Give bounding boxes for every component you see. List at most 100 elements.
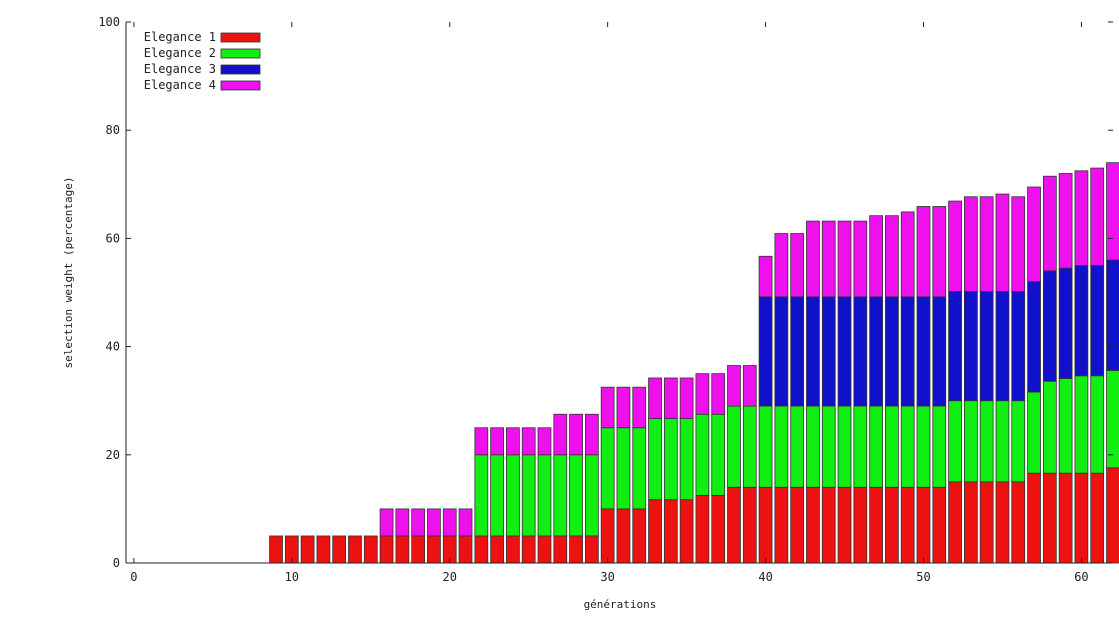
bar-elegance-4-45 — [837, 220, 852, 298]
bar-elegance-1-26 — [537, 535, 552, 564]
bar-elegance-3-54 — [979, 291, 994, 402]
bar-elegance-4-60 — [1074, 170, 1089, 266]
bar-elegance-1-29 — [584, 535, 599, 564]
y-tick-label: 100 — [98, 15, 120, 29]
x-tick-label: 10 — [285, 570, 299, 584]
x-tick-label: 30 — [600, 570, 614, 584]
bar-elegance-1-30 — [600, 508, 615, 564]
y-tick-label: 60 — [106, 231, 120, 245]
bar-elegance-4-38 — [727, 365, 741, 407]
bar-elegance-2-55 — [995, 400, 1010, 483]
bar-elegance-3-47 — [869, 296, 884, 407]
bar-elegance-2-53 — [964, 400, 978, 483]
bar-elegance-4-23 — [490, 427, 504, 456]
bar-elegance-1-50 — [916, 486, 931, 564]
bar-elegance-2-29 — [584, 454, 599, 537]
bar-elegance-4-24 — [506, 427, 520, 456]
bar-elegance-1-38 — [727, 486, 741, 564]
bar-elegance-2-39 — [742, 405, 757, 488]
bar-elegance-2-36 — [695, 413, 710, 496]
bar-elegance-3-59 — [1058, 267, 1073, 379]
bar-elegance-3-52 — [948, 291, 962, 402]
bar-elegance-1-35 — [679, 499, 694, 564]
bar-elegance-1-18 — [411, 535, 426, 564]
bar-elegance-4-57 — [1027, 186, 1041, 283]
bar-elegance-4-42 — [790, 233, 805, 298]
legend-swatch — [220, 80, 261, 91]
bar-elegance-1-11 — [300, 535, 315, 564]
bar-elegance-1-16 — [379, 535, 394, 564]
bar-elegance-1-34 — [663, 499, 678, 564]
bar-elegance-2-42 — [790, 405, 805, 488]
bar-elegance-1-17 — [395, 535, 410, 564]
bar-elegance-3-43 — [806, 296, 820, 407]
bar-elegance-4-55 — [995, 193, 1010, 292]
bar-elegance-2-51 — [932, 405, 947, 488]
bar-elegance-1-55 — [995, 481, 1010, 564]
bar-elegance-2-52 — [948, 400, 962, 483]
bar-elegance-3-50 — [916, 296, 931, 407]
bar-elegance-4-58 — [1042, 175, 1057, 272]
bar-elegance-3-41 — [774, 296, 789, 407]
bar-elegance-1-9 — [269, 535, 283, 564]
bar-elegance-4-27 — [553, 413, 568, 456]
bar-elegance-2-22 — [474, 454, 489, 537]
bar-elegance-4-32 — [632, 386, 647, 429]
bar-elegance-2-25 — [521, 454, 536, 537]
bar-elegance-1-28 — [569, 535, 583, 564]
bar-elegance-4-20 — [442, 508, 457, 537]
bar-elegance-2-37 — [711, 413, 726, 496]
bar-elegance-4-41 — [774, 233, 789, 298]
y-tick-label: 40 — [106, 340, 120, 354]
bar-elegance-1-14 — [348, 535, 362, 564]
bar-elegance-4-39 — [742, 365, 757, 407]
bar-elegance-4-62 — [1106, 162, 1119, 261]
bar-elegance-4-35 — [679, 377, 694, 419]
bar-elegance-4-51 — [932, 206, 947, 298]
bar-elegance-4-53 — [964, 196, 978, 292]
bar-elegance-4-43 — [806, 220, 820, 298]
bar-elegance-2-50 — [916, 405, 931, 488]
y-tick-label: 80 — [106, 123, 120, 137]
bar-elegance-4-22 — [474, 427, 489, 456]
bar-elegance-2-32 — [632, 427, 647, 510]
bar-elegance-2-46 — [853, 405, 868, 488]
bar-elegance-1-61 — [1090, 472, 1105, 564]
bar-elegance-3-48 — [885, 296, 899, 407]
bar-elegance-1-57 — [1027, 472, 1041, 564]
bar-elegance-1-27 — [553, 535, 568, 564]
bar-elegance-1-52 — [948, 481, 962, 564]
bar-elegance-4-34 — [663, 377, 678, 419]
legend-swatch — [220, 64, 261, 75]
x-tick-label: 20 — [443, 570, 457, 584]
bar-elegance-4-28 — [569, 413, 583, 456]
bar-elegance-2-62 — [1106, 369, 1119, 469]
bar-elegance-1-19 — [427, 535, 441, 564]
bar-elegance-2-49 — [900, 405, 915, 488]
bar-elegance-4-54 — [979, 196, 994, 292]
bar-elegance-1-59 — [1058, 472, 1073, 564]
bar-elegance-2-30 — [600, 427, 615, 510]
bar-elegance-4-48 — [885, 215, 899, 298]
bar-elegance-3-42 — [790, 296, 805, 407]
bar-elegance-1-45 — [837, 486, 852, 564]
bar-elegance-1-40 — [758, 486, 773, 564]
bar-elegance-1-15 — [363, 535, 378, 564]
ticks-layer: 0 10 20 30 40 50 60 0 20 40 60 80 100 — [98, 15, 1113, 584]
bar-elegance-3-53 — [964, 291, 978, 402]
bar-elegance-2-41 — [774, 405, 789, 488]
bar-elegance-4-19 — [427, 508, 441, 537]
bar-elegance-1-44 — [821, 486, 836, 564]
bar-elegance-4-21 — [458, 508, 473, 537]
bar-elegance-4-25 — [521, 427, 536, 456]
bar-elegance-3-57 — [1027, 281, 1041, 393]
bar-elegance-1-58 — [1042, 472, 1057, 564]
bar-elegance-3-49 — [900, 296, 915, 407]
bar-elegance-3-44 — [821, 296, 836, 407]
bar-elegance-2-38 — [727, 405, 741, 488]
bar-elegance-4-56 — [1011, 196, 1026, 292]
bar-elegance-2-56 — [1011, 400, 1026, 483]
bar-elegance-2-31 — [616, 427, 631, 510]
bar-elegance-4-40 — [758, 255, 773, 298]
bar-elegance-1-13 — [332, 535, 347, 564]
